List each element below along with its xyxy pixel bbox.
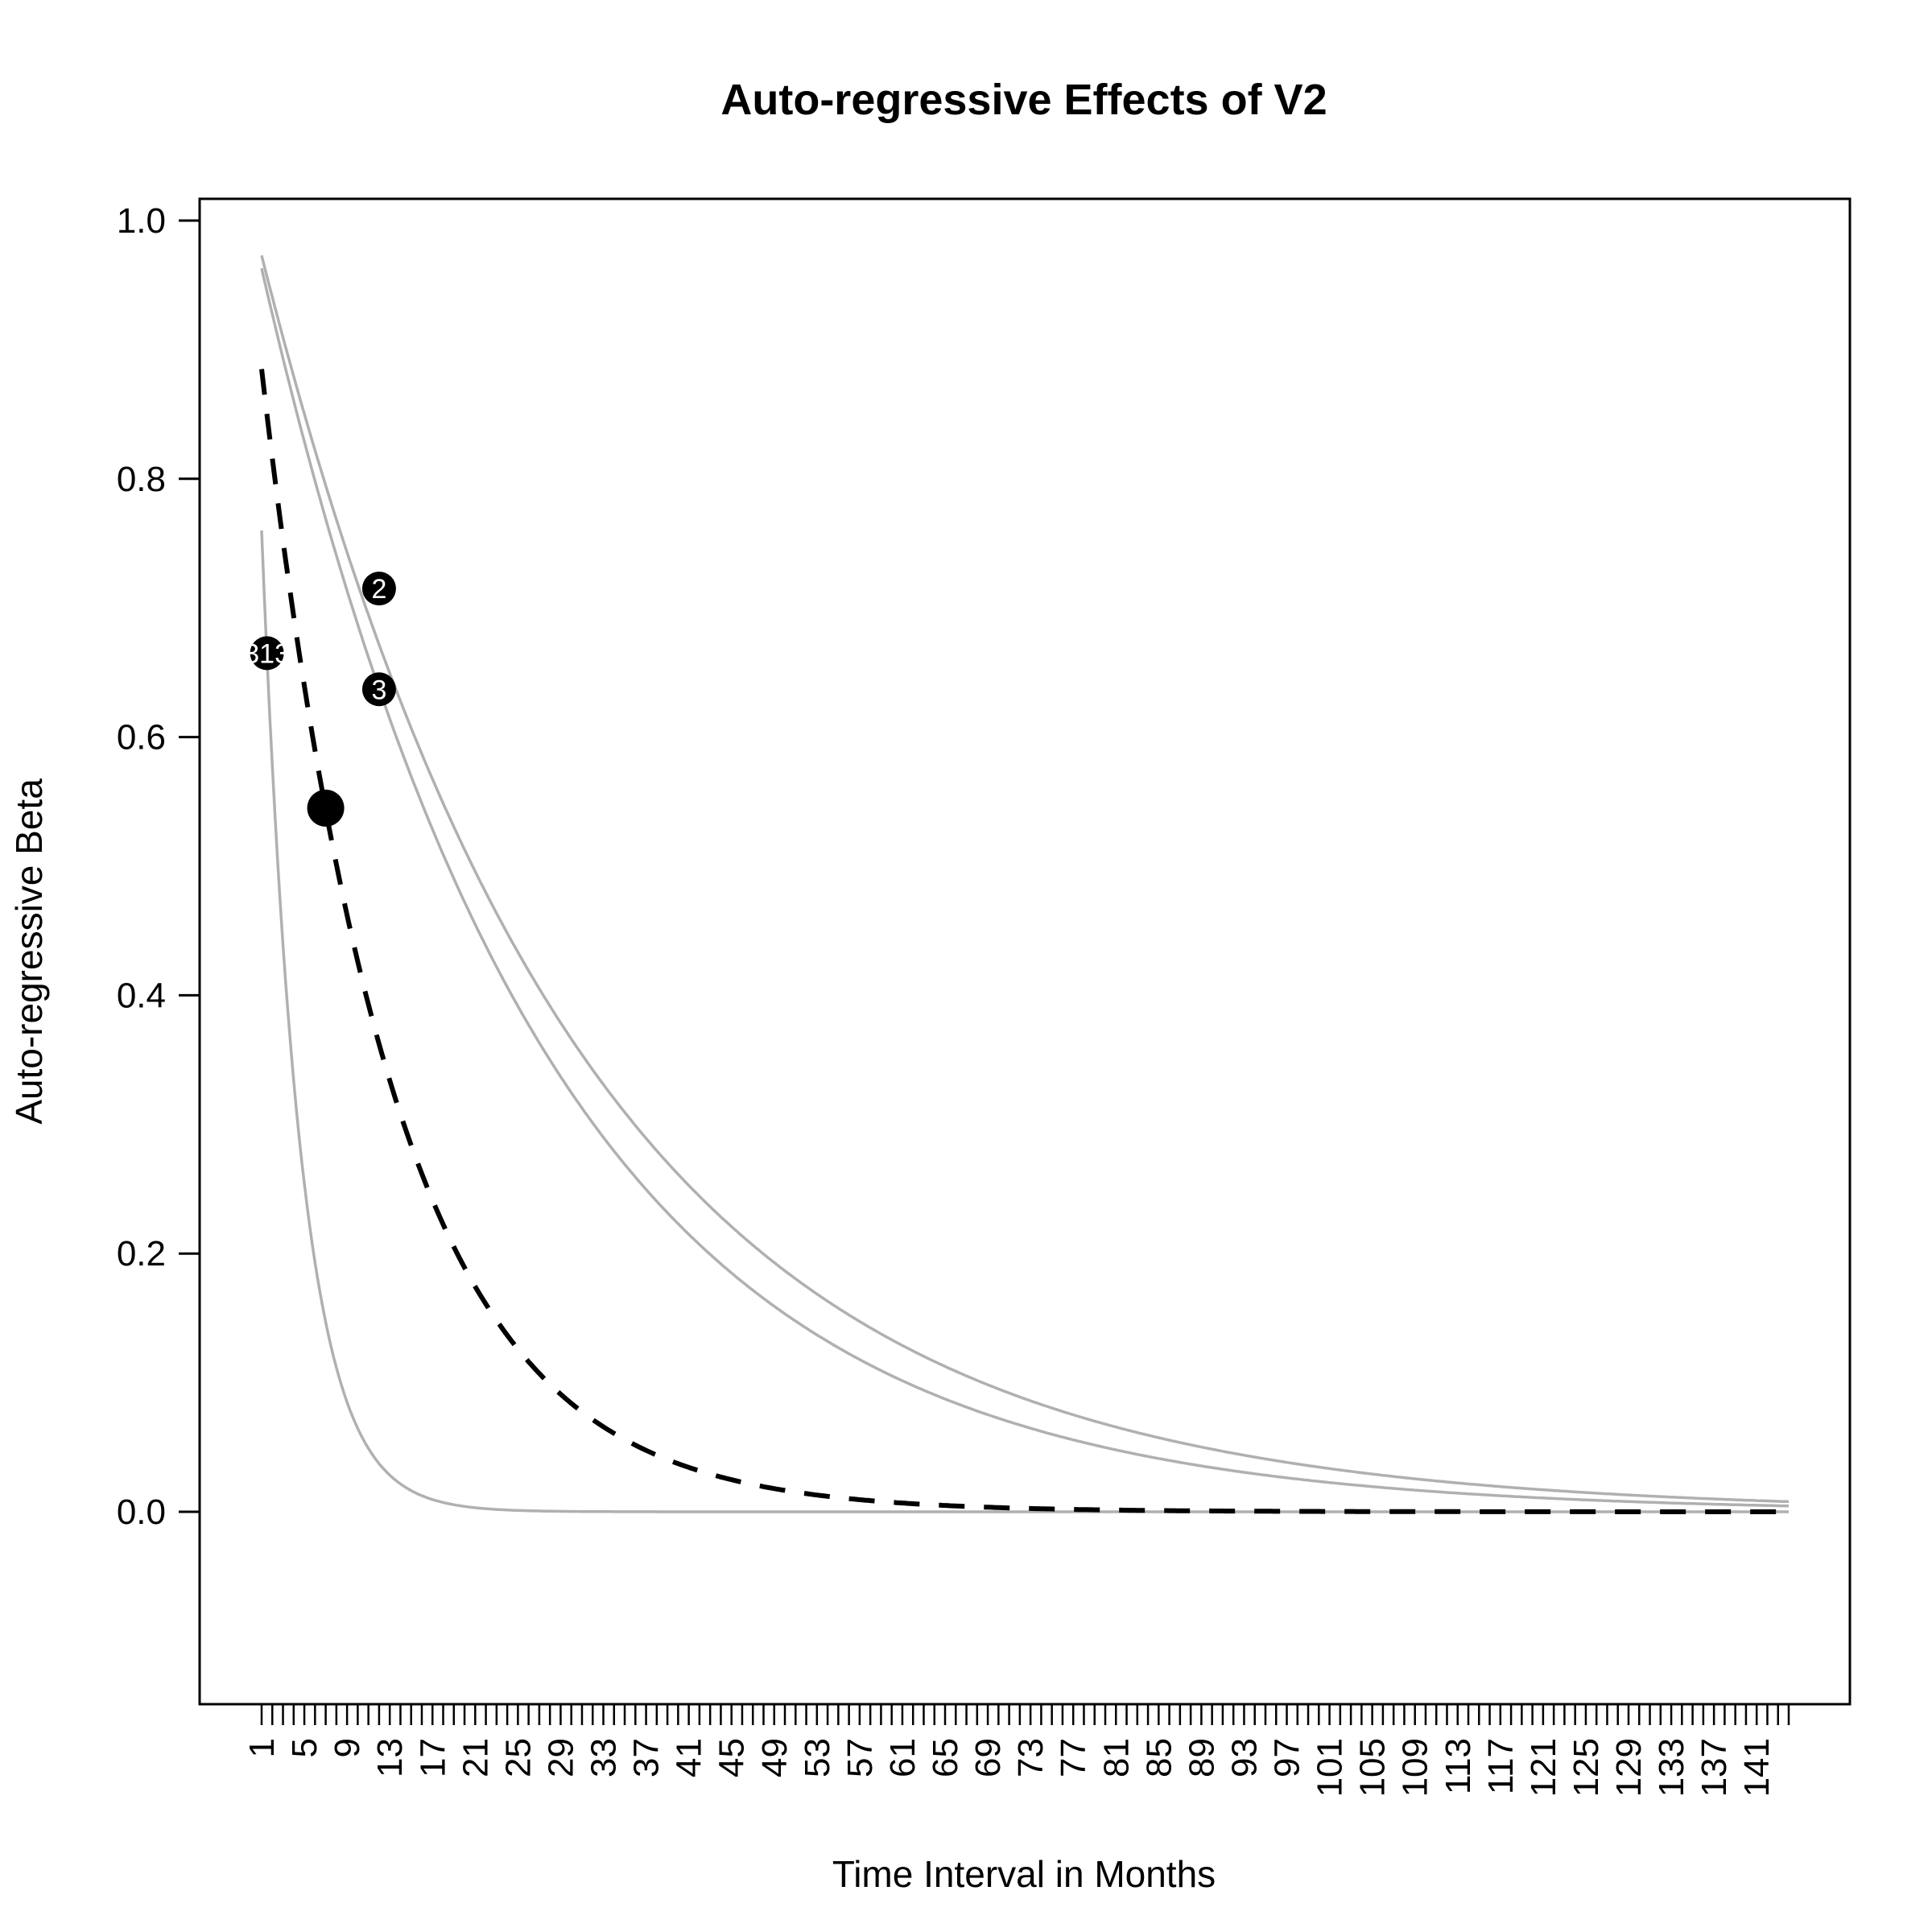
data-point-label: 313: [244, 638, 290, 669]
x-tick-label: 93: [1224, 1738, 1264, 1777]
series-line-dashed: [259, 369, 1789, 1514]
x-tick-label: 65: [926, 1738, 965, 1777]
x-tick-label: 81: [1096, 1738, 1136, 1777]
x-tick-label: 13: [370, 1738, 410, 1777]
x-tick-label: 37: [627, 1738, 667, 1777]
y-axis-label: Auto-regressive Beta: [8, 778, 50, 1125]
x-tick-label: 61: [883, 1738, 923, 1777]
x-tick-label: 41: [670, 1738, 709, 1777]
x-tick-label: 1: [242, 1738, 282, 1757]
x-tick-label: 141: [1737, 1738, 1777, 1797]
data-point-marker: [307, 789, 345, 827]
x-tick-label: 77: [1054, 1738, 1093, 1777]
x-tick-label: 69: [968, 1738, 1008, 1777]
series-line-3: [260, 530, 1789, 1513]
plot-frame: [198, 197, 1852, 1706]
x-tick-label: 9: [328, 1738, 367, 1757]
y-tick-label: 0.2: [117, 1234, 166, 1274]
series-layer: [259, 254, 1790, 1514]
x-tick-label: 133: [1652, 1738, 1691, 1797]
x-tick-label: 101: [1311, 1738, 1350, 1797]
x-axis-label: Time Interval in Months: [832, 1853, 1216, 1895]
x-tick-label: 21: [456, 1738, 495, 1777]
data-point-label: 3: [371, 675, 386, 705]
chart-title: Auto-regressive Effects of V2: [720, 76, 1327, 124]
x-tick-label: 29: [541, 1738, 580, 1777]
x-tick-label: 109: [1396, 1738, 1435, 1797]
x-tick-label: 125: [1567, 1738, 1606, 1797]
x-tick-label: 97: [1268, 1738, 1307, 1777]
x-tick-label: 45: [712, 1738, 752, 1777]
x-tick-label: 5: [285, 1738, 324, 1757]
x-tick-label: 137: [1695, 1738, 1734, 1797]
y-tick-label: 0.8: [117, 460, 166, 499]
x-tick-label: 113: [1439, 1738, 1478, 1794]
x-tick-label: 17: [413, 1738, 452, 1777]
y-tick-label: 0.0: [117, 1492, 166, 1532]
y-tick-label: 1.0: [117, 201, 166, 241]
points-layer: 313 2 3: [244, 572, 396, 827]
y-tick-label: 0.4: [117, 976, 166, 1015]
series-line-1: [260, 254, 1790, 1504]
x-tick-label: 129: [1609, 1738, 1649, 1797]
data-point-marker: [361, 572, 396, 606]
x-tick-label: 105: [1353, 1738, 1393, 1797]
x-tick-label: 57: [840, 1738, 880, 1777]
x-tick-label: 49: [755, 1738, 795, 1777]
y-axis: 0.0 0.2 0.4 0.6 0.8 1.0: [117, 201, 201, 1532]
x-tick-label: 33: [584, 1738, 624, 1777]
data-point-label: 2: [371, 574, 386, 605]
y-tick-label: 0.6: [117, 718, 166, 758]
x-tick-label: 53: [798, 1738, 837, 1777]
x-axis: 1 5 9 13 17 21 25 29 33 37 41 45 49 53 57 61 65 69 73 77 81 8…: [242, 1704, 1790, 1797]
x-tick-label: 121: [1524, 1738, 1563, 1797]
data-point-marker: [361, 672, 396, 707]
x-tick-label: 73: [1011, 1738, 1051, 1777]
series-line-2: [260, 267, 1790, 1508]
x-tick-label: 85: [1139, 1738, 1179, 1777]
data-point-marker: [250, 636, 284, 671]
x-tick-label: 89: [1182, 1738, 1221, 1777]
x-tick-label: 117: [1481, 1738, 1521, 1794]
x-tick-label: 25: [498, 1738, 538, 1777]
